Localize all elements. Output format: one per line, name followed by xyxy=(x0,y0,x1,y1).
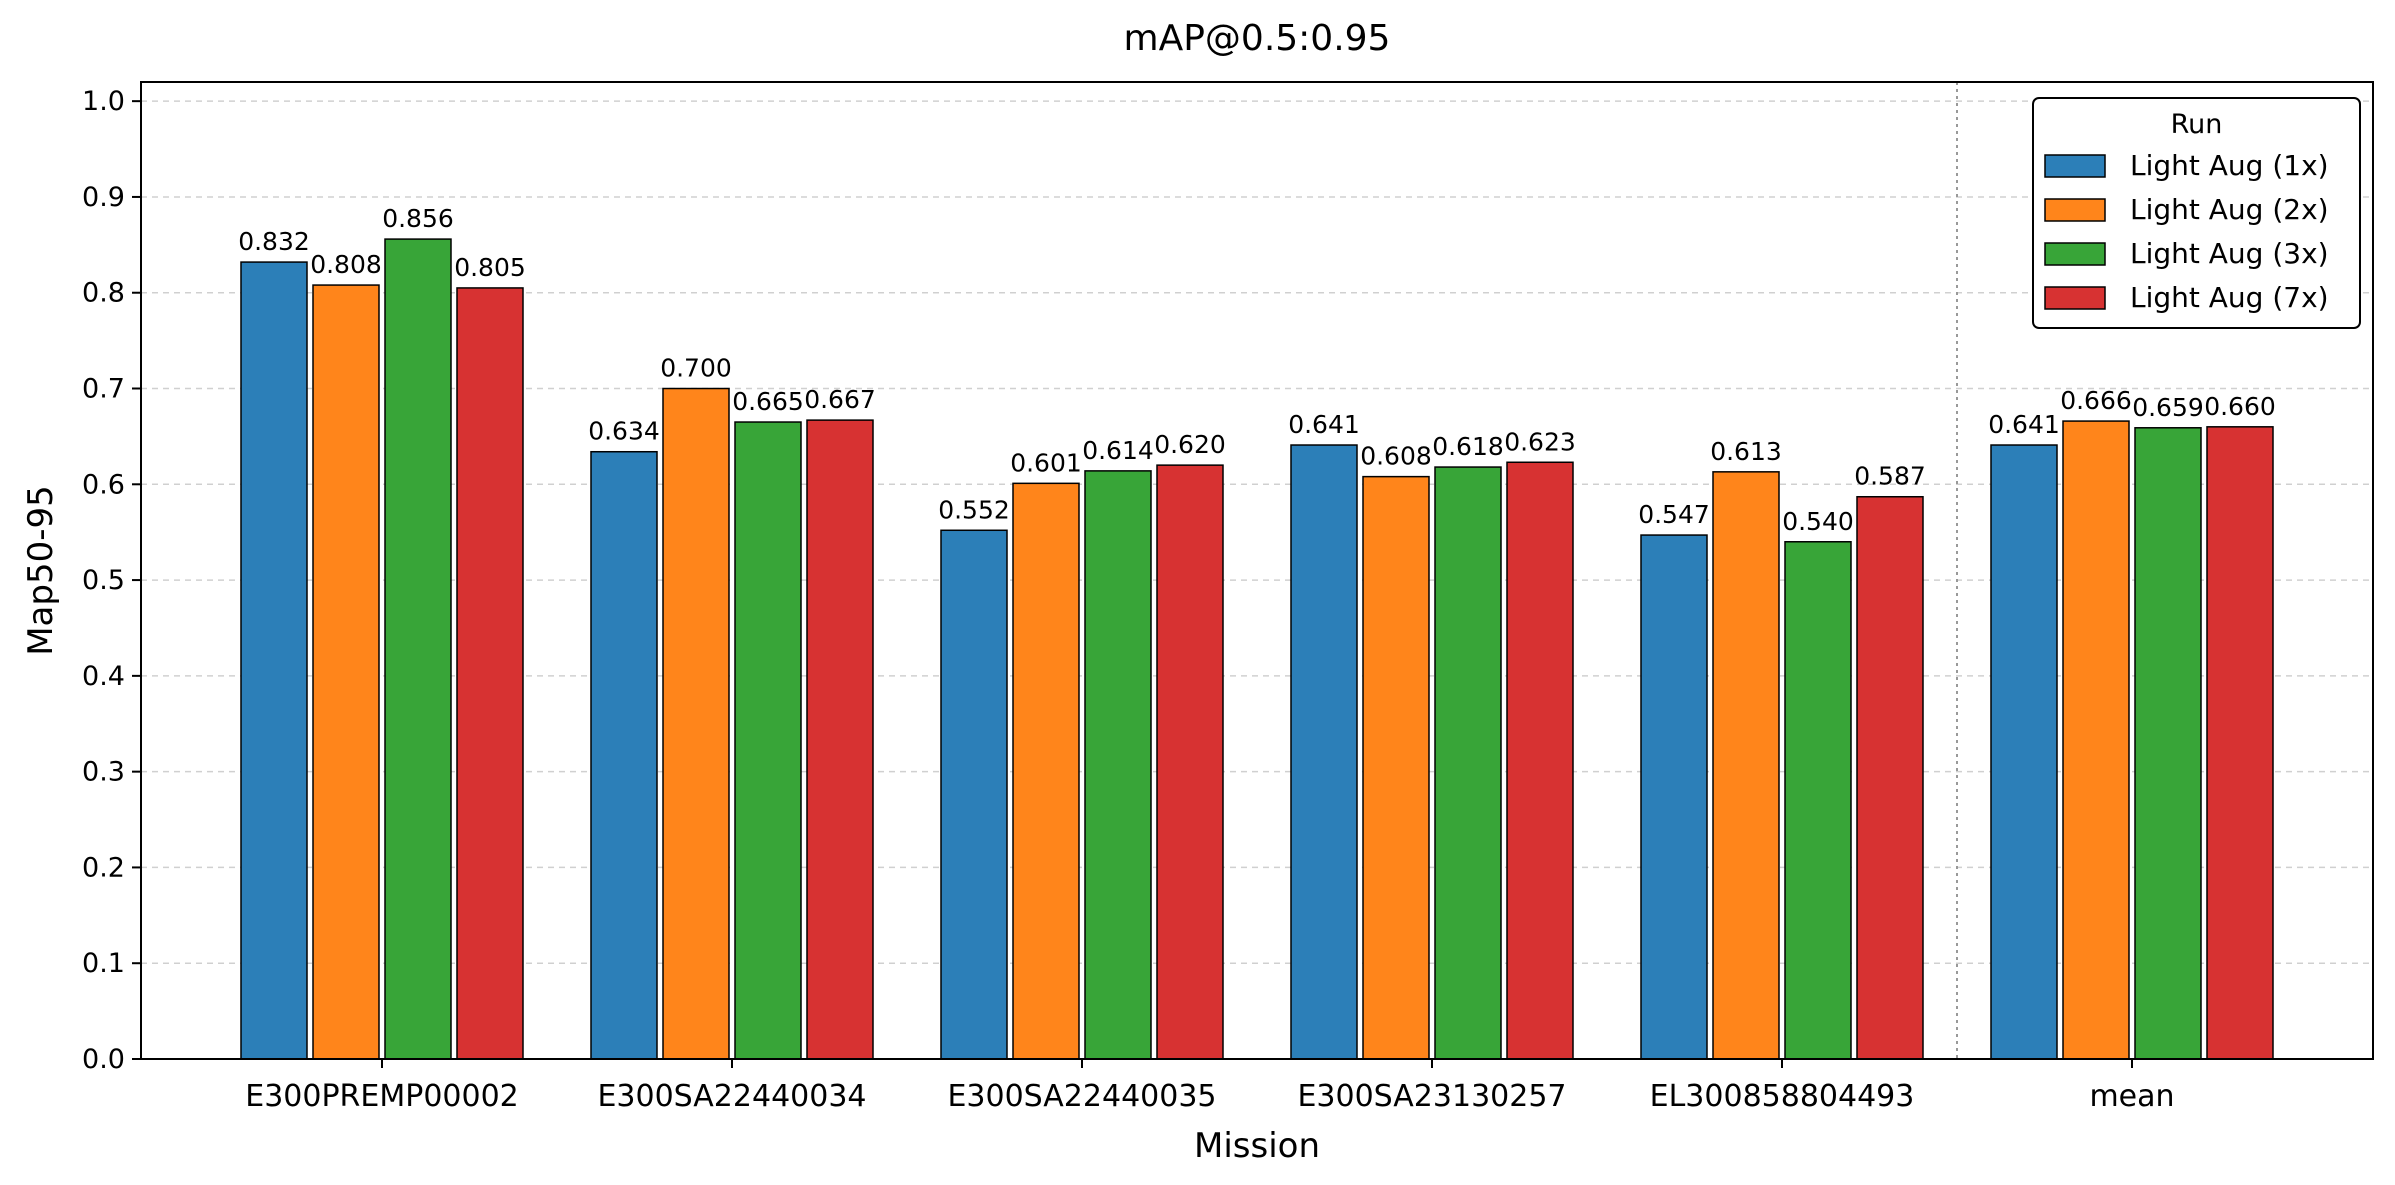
x-axis-label: Mission xyxy=(1194,1126,1320,1166)
bar xyxy=(384,238,452,1060)
x-tick-label: EL300858804493 xyxy=(1650,1079,1915,1114)
plot-frame xyxy=(140,81,2374,1060)
legend: Run Light Aug (1x) Light Aug (2x) Light Au… xyxy=(2032,97,2361,329)
x-tick-label: E300PREMP00002 xyxy=(245,1079,519,1114)
bar xyxy=(2206,426,2274,1060)
y-axis: 0.0 0.1 0.2 0.3 0.4 0.5 0.6 0.7 0.8 0.9 1.0 xyxy=(82,86,141,1075)
bar-value-label: 0.601 xyxy=(1010,448,1082,477)
bar-value-label: 0.613 xyxy=(1710,437,1782,466)
legend-box xyxy=(2032,97,2361,329)
bar xyxy=(1784,541,1852,1060)
bar-value-label: 0.540 xyxy=(1782,507,1854,536)
y-tick-label: 0.0 xyxy=(82,1044,125,1075)
bar-value-label: 0.620 xyxy=(1154,430,1226,459)
legend-swatch xyxy=(2044,154,2106,178)
legend-entry-label: Light Aug (1x) xyxy=(2130,149,2329,182)
y-tick-label: 0.7 xyxy=(82,374,125,405)
y-axis-label: Map50-95 xyxy=(21,485,61,656)
bar-value-label: 0.667 xyxy=(804,385,876,414)
bar-value-label: 0.660 xyxy=(2204,392,2276,421)
legend-entry-label: Light Aug (7x) xyxy=(2130,281,2329,314)
y-tick-label: 0.5 xyxy=(82,565,125,596)
bar-value-label: 0.641 xyxy=(1988,410,2060,439)
y-tick-label: 0.2 xyxy=(82,852,125,883)
x-tick-label: E300SA22440035 xyxy=(947,1079,1216,1114)
bar-value-label: 0.805 xyxy=(454,253,526,282)
legend-swatch xyxy=(2044,198,2106,222)
bar xyxy=(940,529,1008,1060)
bar xyxy=(456,287,524,1060)
bar-value-label: 0.634 xyxy=(588,417,660,446)
bar xyxy=(662,387,730,1060)
chart-title: mAP@0.5:0.95 xyxy=(1124,18,1391,59)
bar-value-label: 0.547 xyxy=(1638,500,1710,529)
x-tick-label: E300SA23130257 xyxy=(1297,1079,1566,1114)
x-axis: E300PREMP00002 E300SA22440034 E300SA224400… xyxy=(245,1059,2175,1114)
y-tick-label: 0.1 xyxy=(82,948,125,979)
bar-value-label: 0.618 xyxy=(1432,432,1504,461)
bar-value-label: 0.552 xyxy=(938,495,1010,524)
legend-entry-label: Light Aug (3x) xyxy=(2130,237,2329,270)
bar-value-label: 0.666 xyxy=(2060,386,2132,415)
bar xyxy=(1856,495,1924,1060)
bar xyxy=(1434,466,1502,1060)
bar xyxy=(1084,470,1152,1060)
bar xyxy=(2134,427,2202,1060)
y-tick-label: 0.9 xyxy=(82,182,125,213)
bar xyxy=(240,261,308,1060)
bar xyxy=(312,284,380,1060)
legend-entry-label: Light Aug (2x) xyxy=(2130,193,2329,226)
bar-value-label: 0.608 xyxy=(1360,442,1432,471)
bar xyxy=(1362,475,1430,1060)
bar xyxy=(1640,534,1708,1060)
legend-title: Run xyxy=(2171,109,2223,140)
y-tick-label: 1.0 xyxy=(82,86,125,117)
bar-value-label: 0.856 xyxy=(382,204,454,233)
y-tick-label: 0.4 xyxy=(82,661,125,692)
bar xyxy=(1156,464,1224,1060)
bar xyxy=(1506,461,1574,1060)
bar-value-label: 0.700 xyxy=(660,354,732,383)
bar xyxy=(1290,444,1358,1060)
legend-swatch xyxy=(2044,286,2106,310)
bar xyxy=(1990,444,2058,1060)
bar-value-label: 0.623 xyxy=(1504,427,1576,456)
legend-swatch xyxy=(2044,242,2106,266)
bar-value-label: 0.659 xyxy=(2132,393,2204,422)
bar xyxy=(590,450,658,1060)
bar xyxy=(1712,471,1780,1060)
y-tick-label: 0.6 xyxy=(82,469,125,500)
bar-value-label: 0.587 xyxy=(1854,462,1926,491)
bars-layer xyxy=(240,238,2274,1060)
bar xyxy=(1012,482,1080,1060)
x-tick-label: mean xyxy=(2089,1079,2174,1114)
y-tick-label: 0.3 xyxy=(82,757,125,788)
bar-value-label: 0.665 xyxy=(732,387,804,416)
x-tick-label: E300SA22440034 xyxy=(597,1079,866,1114)
bar-value-label: 0.808 xyxy=(310,250,382,279)
bar-value-label: 0.832 xyxy=(238,227,310,256)
bar xyxy=(806,419,874,1060)
bar-value-label: 0.614 xyxy=(1082,436,1154,465)
bar xyxy=(2062,420,2130,1060)
bar xyxy=(734,421,802,1060)
y-tick-label: 0.8 xyxy=(82,278,125,309)
bar-value-label: 0.641 xyxy=(1288,410,1360,439)
